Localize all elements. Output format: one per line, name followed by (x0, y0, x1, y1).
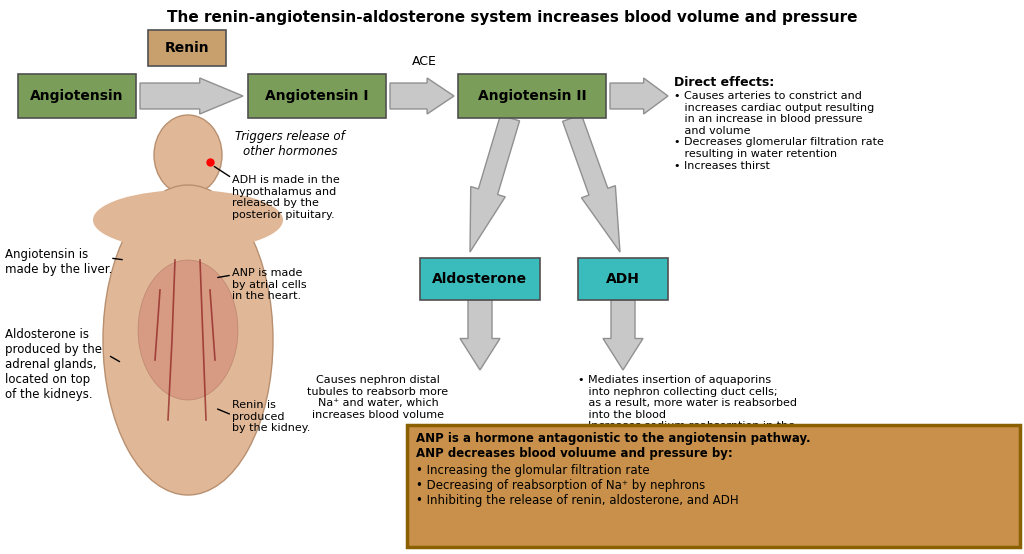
Polygon shape (603, 300, 643, 370)
Text: • Mediates insertion of aquaporins
   into nephron collecting duct cells;
   as : • Mediates insertion of aquaporins into … (578, 375, 797, 443)
FancyBboxPatch shape (148, 30, 226, 66)
Polygon shape (390, 78, 454, 114)
Polygon shape (140, 78, 243, 114)
FancyBboxPatch shape (458, 74, 606, 118)
Text: • Causes arteries to constrict and
   increases cardiac output resulting
   in a: • Causes arteries to constrict and incre… (674, 91, 884, 171)
Text: Renin is
produced
by the kidney.: Renin is produced by the kidney. (232, 400, 310, 433)
Text: Direct effects:: Direct effects: (674, 76, 774, 89)
Text: Angiotensin is
made by the liver.: Angiotensin is made by the liver. (5, 248, 113, 276)
FancyBboxPatch shape (18, 74, 136, 118)
Text: Aldosterone: Aldosterone (432, 272, 527, 286)
Text: ADH is made in the
hypothalamus and
released by the
posterior pituitary.: ADH is made in the hypothalamus and rele… (232, 175, 340, 220)
Polygon shape (460, 300, 500, 370)
Text: Causes nephron distal
tubules to reabsorb more
Na⁺ and water, which
increases bl: Causes nephron distal tubules to reabsor… (307, 375, 449, 420)
Polygon shape (562, 115, 620, 252)
Text: ANP is made
by atrial cells
in the heart.: ANP is made by atrial cells in the heart… (232, 268, 306, 301)
FancyBboxPatch shape (420, 258, 540, 300)
FancyBboxPatch shape (248, 74, 386, 118)
Ellipse shape (154, 115, 222, 195)
Text: Triggers release of
other hormones: Triggers release of other hormones (236, 130, 345, 158)
FancyBboxPatch shape (175, 188, 201, 208)
Text: ACE: ACE (412, 55, 436, 68)
Text: • Increasing the glomular filtration rate
• Decreasing of reabsorption of Na⁺ by: • Increasing the glomular filtration rat… (416, 464, 738, 507)
FancyBboxPatch shape (578, 258, 668, 300)
Text: Angiotensin I: Angiotensin I (265, 89, 369, 103)
Text: Renin: Renin (165, 41, 209, 55)
Ellipse shape (93, 190, 283, 250)
Text: Aldosterone is
produced by the
adrenal glands,
located on top
of the kidneys.: Aldosterone is produced by the adrenal g… (5, 328, 102, 401)
Ellipse shape (138, 260, 238, 400)
Polygon shape (610, 78, 668, 114)
Text: The renin-angiotensin-aldosterone system increases blood volume and pressure: The renin-angiotensin-aldosterone system… (167, 10, 857, 25)
Text: ANP is a hormone antagonistic to the angiotensin pathway.
ANP decreases blood vo: ANP is a hormone antagonistic to the ang… (416, 432, 811, 460)
Ellipse shape (103, 185, 273, 495)
Text: Angiotensin: Angiotensin (31, 89, 124, 103)
Text: ADH: ADH (606, 272, 640, 286)
Polygon shape (470, 115, 519, 252)
FancyBboxPatch shape (407, 425, 1020, 547)
Text: Angiotensin II: Angiotensin II (477, 89, 587, 103)
